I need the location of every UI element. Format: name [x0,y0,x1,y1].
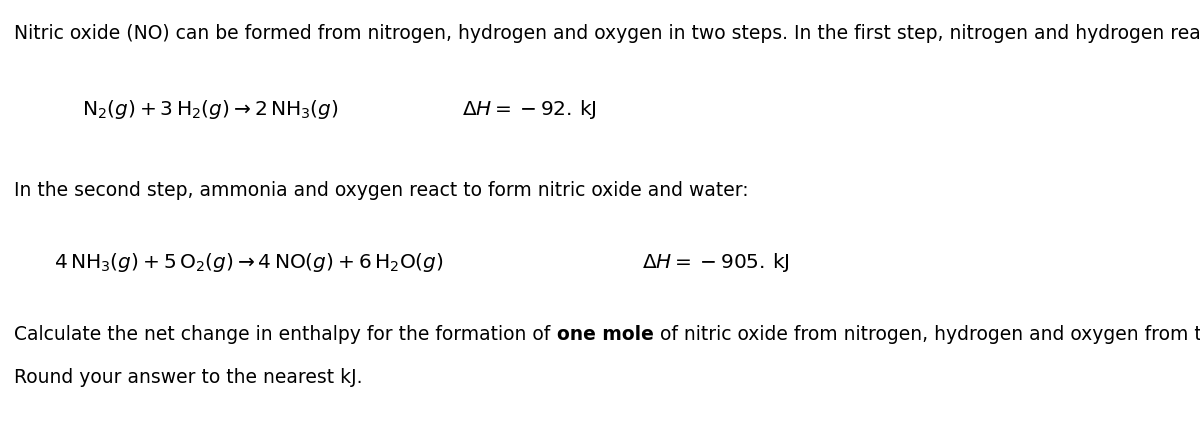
Text: $\Delta \mathit{H} = -905.\,\mathrm{kJ}$: $\Delta \mathit{H} = -905.\,\mathrm{kJ}$ [642,251,790,274]
Text: $\mathrm{N_2}(\mathit{g}) + 3\,\mathrm{H_2}(\mathit{g}) \rightarrow 2\,\mathrm{N: $\mathrm{N_2}(\mathit{g}) + 3\,\mathrm{H… [82,98,338,121]
Text: $4\,\mathrm{NH_3}(\mathit{g}) + 5\,\mathrm{O_2}(\mathit{g}) \rightarrow 4\,\math: $4\,\mathrm{NH_3}(\mathit{g}) + 5\,\math… [54,251,444,274]
Text: one mole: one mole [557,325,654,344]
Text: Round your answer to the nearest kJ.: Round your answer to the nearest kJ. [14,368,362,388]
Text: In the second step, ammonia and oxygen react to form nitric oxide and water:: In the second step, ammonia and oxygen r… [14,181,749,200]
Text: Nitric oxide (NO) can be formed from nitrogen, hydrogen and oxygen in two steps.: Nitric oxide (NO) can be formed from nit… [14,24,1200,43]
Text: Calculate the net change in enthalpy for the formation of: Calculate the net change in enthalpy for… [14,325,557,344]
Text: $\Delta \mathit{H} = -92.\,\mathrm{kJ}$: $\Delta \mathit{H} = -92.\,\mathrm{kJ}$ [462,98,596,121]
Text: of nitric oxide from nitrogen, hydrogen and oxygen from these reactions.: of nitric oxide from nitrogen, hydrogen … [654,325,1200,344]
